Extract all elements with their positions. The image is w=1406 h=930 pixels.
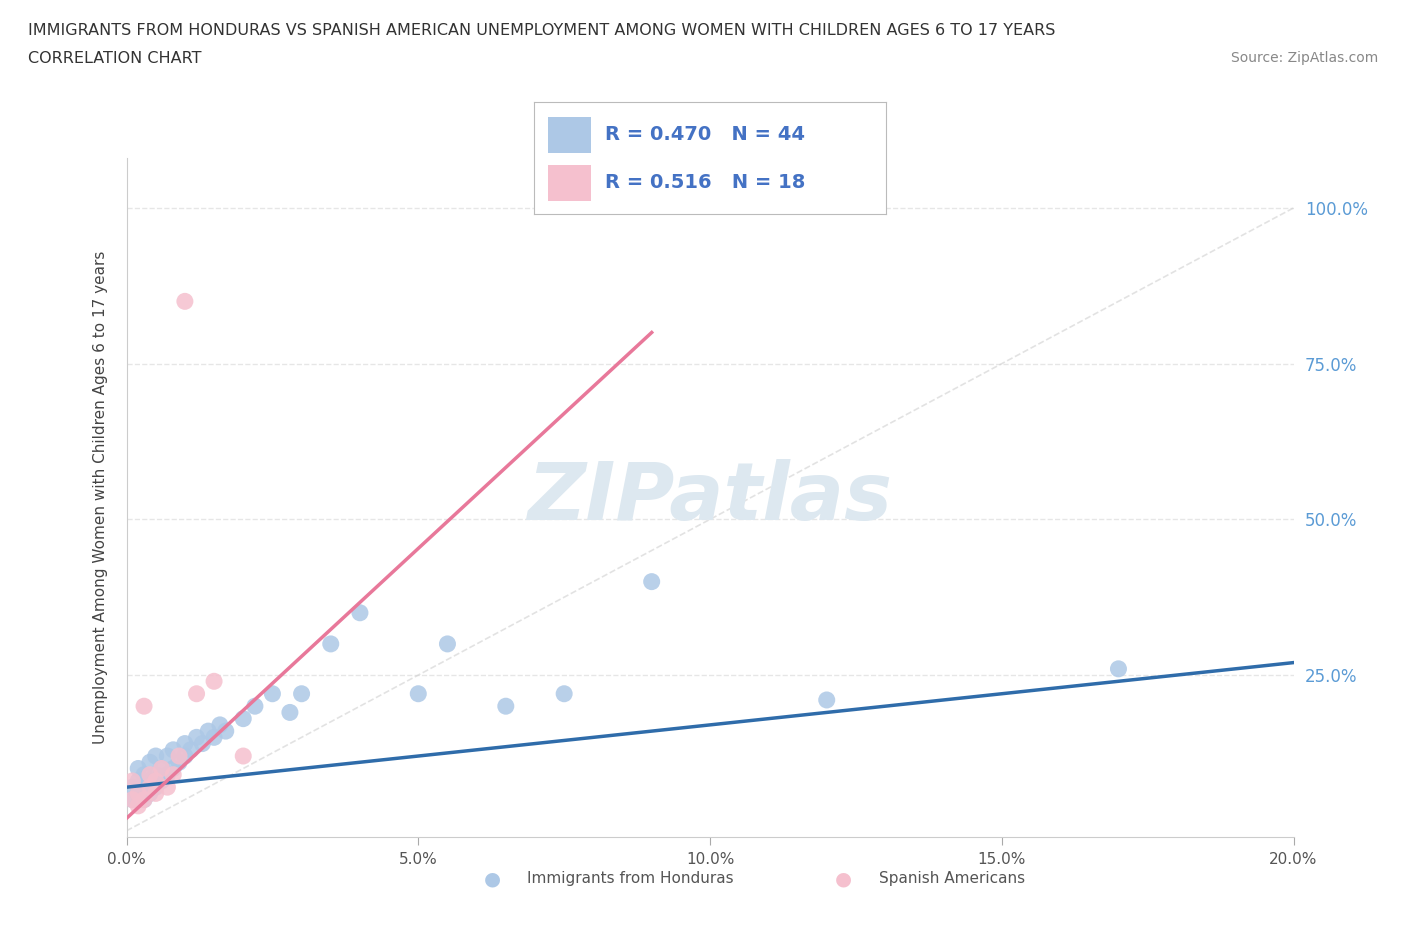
Text: R = 0.516   N = 18: R = 0.516 N = 18 xyxy=(605,173,806,193)
Y-axis label: Unemployment Among Women with Children Ages 6 to 17 years: Unemployment Among Women with Children A… xyxy=(93,251,108,744)
Point xyxy=(150,774,173,789)
Point xyxy=(127,774,149,789)
Point xyxy=(174,294,197,309)
Point xyxy=(132,792,155,807)
Point xyxy=(815,693,838,708)
Point xyxy=(127,786,149,801)
Point xyxy=(167,755,190,770)
Point xyxy=(121,792,143,807)
Point xyxy=(127,761,149,776)
Point xyxy=(127,786,149,801)
Point xyxy=(145,749,167,764)
Point xyxy=(139,779,162,794)
Point xyxy=(139,774,162,789)
Point xyxy=(640,574,664,589)
Point xyxy=(145,774,167,789)
Text: R = 0.470   N = 44: R = 0.470 N = 44 xyxy=(605,126,804,144)
Point xyxy=(243,698,266,713)
Point xyxy=(150,761,173,776)
Point xyxy=(436,636,458,651)
Point xyxy=(553,686,575,701)
Point xyxy=(232,749,254,764)
Point xyxy=(121,792,143,807)
Point xyxy=(156,779,179,794)
Point xyxy=(139,755,162,770)
Point xyxy=(202,730,225,745)
Point xyxy=(262,686,284,701)
Point xyxy=(202,674,225,689)
Text: ●: ● xyxy=(835,870,852,888)
Point xyxy=(145,779,167,794)
Point xyxy=(495,698,517,713)
Point xyxy=(278,705,301,720)
Text: ZIPatlas: ZIPatlas xyxy=(527,458,893,537)
Point xyxy=(156,749,179,764)
Point xyxy=(121,774,143,789)
Point xyxy=(208,717,231,732)
Point xyxy=(132,698,155,713)
Point xyxy=(156,767,179,782)
Bar xyxy=(548,117,591,153)
Text: Immigrants from Honduras: Immigrants from Honduras xyxy=(527,871,734,886)
Point xyxy=(186,730,208,745)
Text: ●: ● xyxy=(484,870,501,888)
Point xyxy=(139,767,162,782)
Point xyxy=(162,767,184,782)
Point xyxy=(174,749,197,764)
Point xyxy=(180,742,202,757)
Point xyxy=(132,792,155,807)
Text: CORRELATION CHART: CORRELATION CHART xyxy=(28,51,201,66)
Point xyxy=(132,779,155,794)
Point xyxy=(139,786,162,801)
Point xyxy=(162,761,184,776)
Point xyxy=(408,686,430,701)
Bar xyxy=(548,165,591,201)
Point xyxy=(290,686,312,701)
Point xyxy=(1108,661,1130,676)
Point xyxy=(145,767,167,782)
Point xyxy=(150,761,173,776)
Point xyxy=(319,636,342,651)
Point xyxy=(167,749,190,764)
Point xyxy=(132,767,155,782)
Point xyxy=(349,605,371,620)
Text: Spanish Americans: Spanish Americans xyxy=(879,871,1025,886)
Point xyxy=(197,724,219,738)
Point xyxy=(121,779,143,794)
Point xyxy=(215,724,238,738)
Point xyxy=(186,686,208,701)
Point xyxy=(191,737,214,751)
Text: IMMIGRANTS FROM HONDURAS VS SPANISH AMERICAN UNEMPLOYMENT AMONG WOMEN WITH CHILD: IMMIGRANTS FROM HONDURAS VS SPANISH AMER… xyxy=(28,23,1056,38)
Point xyxy=(174,737,197,751)
Point xyxy=(127,799,149,814)
Point xyxy=(232,711,254,726)
Text: Source: ZipAtlas.com: Source: ZipAtlas.com xyxy=(1230,51,1378,65)
Point xyxy=(145,786,167,801)
Point xyxy=(162,742,184,757)
